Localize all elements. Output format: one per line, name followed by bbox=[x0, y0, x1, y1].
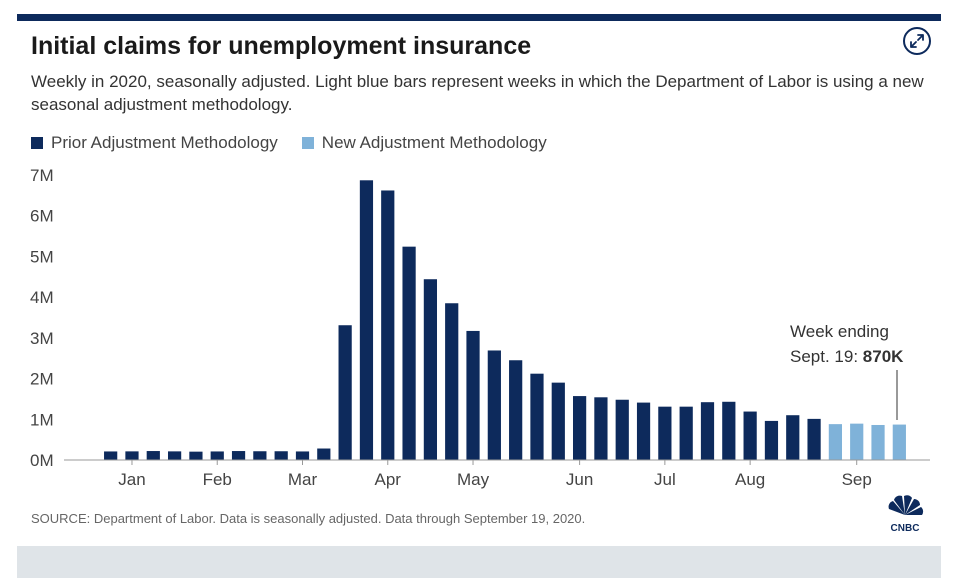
bar-new bbox=[871, 424, 885, 460]
bar-prior bbox=[700, 402, 715, 460]
bar-prior bbox=[466, 330, 480, 460]
x-tick-label: May bbox=[457, 470, 490, 489]
bar-prior bbox=[594, 397, 608, 460]
bar-prior bbox=[572, 396, 587, 460]
bar-prior bbox=[487, 350, 501, 460]
bar-prior bbox=[146, 451, 160, 460]
legend-item-prior: Prior Adjustment Methodology bbox=[31, 133, 278, 153]
y-tick-label: 6M bbox=[30, 207, 54, 226]
y-tick-label: 0M bbox=[30, 451, 54, 470]
bar-prior bbox=[615, 399, 629, 460]
y-tick-label: 3M bbox=[30, 329, 54, 348]
x-tick-label: Apr bbox=[375, 470, 402, 489]
annotation-line2: Sept. 19: 870K bbox=[790, 347, 904, 366]
bar-prior bbox=[359, 180, 374, 461]
x-tick-label: Jan bbox=[118, 470, 145, 489]
bar-prior bbox=[189, 451, 203, 460]
bar-new bbox=[828, 424, 843, 460]
bar-new bbox=[892, 424, 906, 460]
bar-prior bbox=[743, 411, 757, 460]
annotation-line1: Week ending bbox=[790, 322, 889, 341]
bar-prior bbox=[551, 382, 565, 460]
bar-prior bbox=[509, 360, 523, 460]
expand-arrows-icon bbox=[910, 34, 924, 48]
bar-prior bbox=[210, 451, 224, 460]
bar-prior bbox=[231, 451, 246, 460]
bar-prior bbox=[338, 325, 352, 460]
x-tick-label: Sep bbox=[842, 470, 872, 489]
bar-prior bbox=[807, 418, 821, 460]
bar-new bbox=[850, 423, 864, 460]
bar-prior bbox=[295, 451, 310, 460]
chart-subtitle: Weekly in 2020, seasonally adjusted. Lig… bbox=[31, 72, 924, 114]
expand-button[interactable] bbox=[903, 27, 931, 55]
legend-item-new: New Adjustment Methodology bbox=[301, 133, 547, 153]
bar-prior bbox=[381, 190, 395, 460]
y-tick-label: 5M bbox=[30, 247, 54, 266]
x-tick-label: Mar bbox=[288, 470, 318, 489]
bar-prior bbox=[786, 415, 800, 460]
bar-prior bbox=[274, 451, 288, 460]
bar-prior bbox=[402, 246, 416, 460]
bar-prior bbox=[317, 448, 331, 460]
legend-label-new: New Adjustment Methodology bbox=[321, 133, 547, 152]
bar-prior bbox=[104, 451, 118, 460]
bar-prior bbox=[636, 402, 651, 460]
cnbc-peacock-logo: CNBC bbox=[888, 495, 924, 534]
y-axis: 0M 1M 2M 3M 4M 5M 6M 7M bbox=[30, 166, 54, 470]
x-axis: Jan Feb Mar Apr May Jun Jul Aug Sep bbox=[118, 460, 872, 489]
x-tick-label: Feb bbox=[203, 470, 232, 489]
bar-prior bbox=[253, 451, 267, 460]
legend: Prior Adjustment Methodology New Adjustm… bbox=[31, 133, 571, 153]
bar-prior bbox=[722, 401, 736, 460]
legend-swatch-prior bbox=[31, 137, 43, 149]
bar-prior bbox=[679, 406, 693, 460]
annotation-value: 870K bbox=[863, 347, 904, 366]
logo-text: CNBC bbox=[891, 523, 920, 534]
source-note: SOURCE: Department of Labor. Data is sea… bbox=[31, 511, 586, 526]
bar-prior bbox=[764, 420, 779, 460]
bar-prior bbox=[423, 279, 438, 460]
y-tick-label: 1M bbox=[30, 410, 54, 429]
y-tick-label: 2M bbox=[30, 370, 54, 389]
bar-prior bbox=[530, 373, 544, 460]
y-tick-label: 7M bbox=[30, 166, 54, 185]
annotation-prefix: Sept. 19: bbox=[790, 347, 863, 366]
legend-label-prior: Prior Adjustment Methodology bbox=[51, 133, 278, 152]
bar-prior bbox=[167, 451, 182, 460]
page-title: Initial claims for unemployment insuranc… bbox=[31, 32, 532, 60]
bar-prior bbox=[445, 303, 459, 460]
bars bbox=[104, 180, 906, 461]
y-tick-label: 4M bbox=[30, 288, 54, 307]
x-tick-label: Jul bbox=[654, 470, 676, 489]
annotation: Week ending Sept. 19: 870K bbox=[790, 322, 904, 420]
legend-swatch-new bbox=[301, 137, 314, 149]
bar-prior bbox=[658, 406, 672, 460]
x-tick-label: Jun bbox=[566, 470, 593, 489]
top-rule bbox=[17, 14, 941, 21]
card-footer-band bbox=[17, 546, 941, 578]
bar-prior bbox=[125, 451, 139, 460]
x-tick-label: Aug bbox=[735, 470, 765, 489]
